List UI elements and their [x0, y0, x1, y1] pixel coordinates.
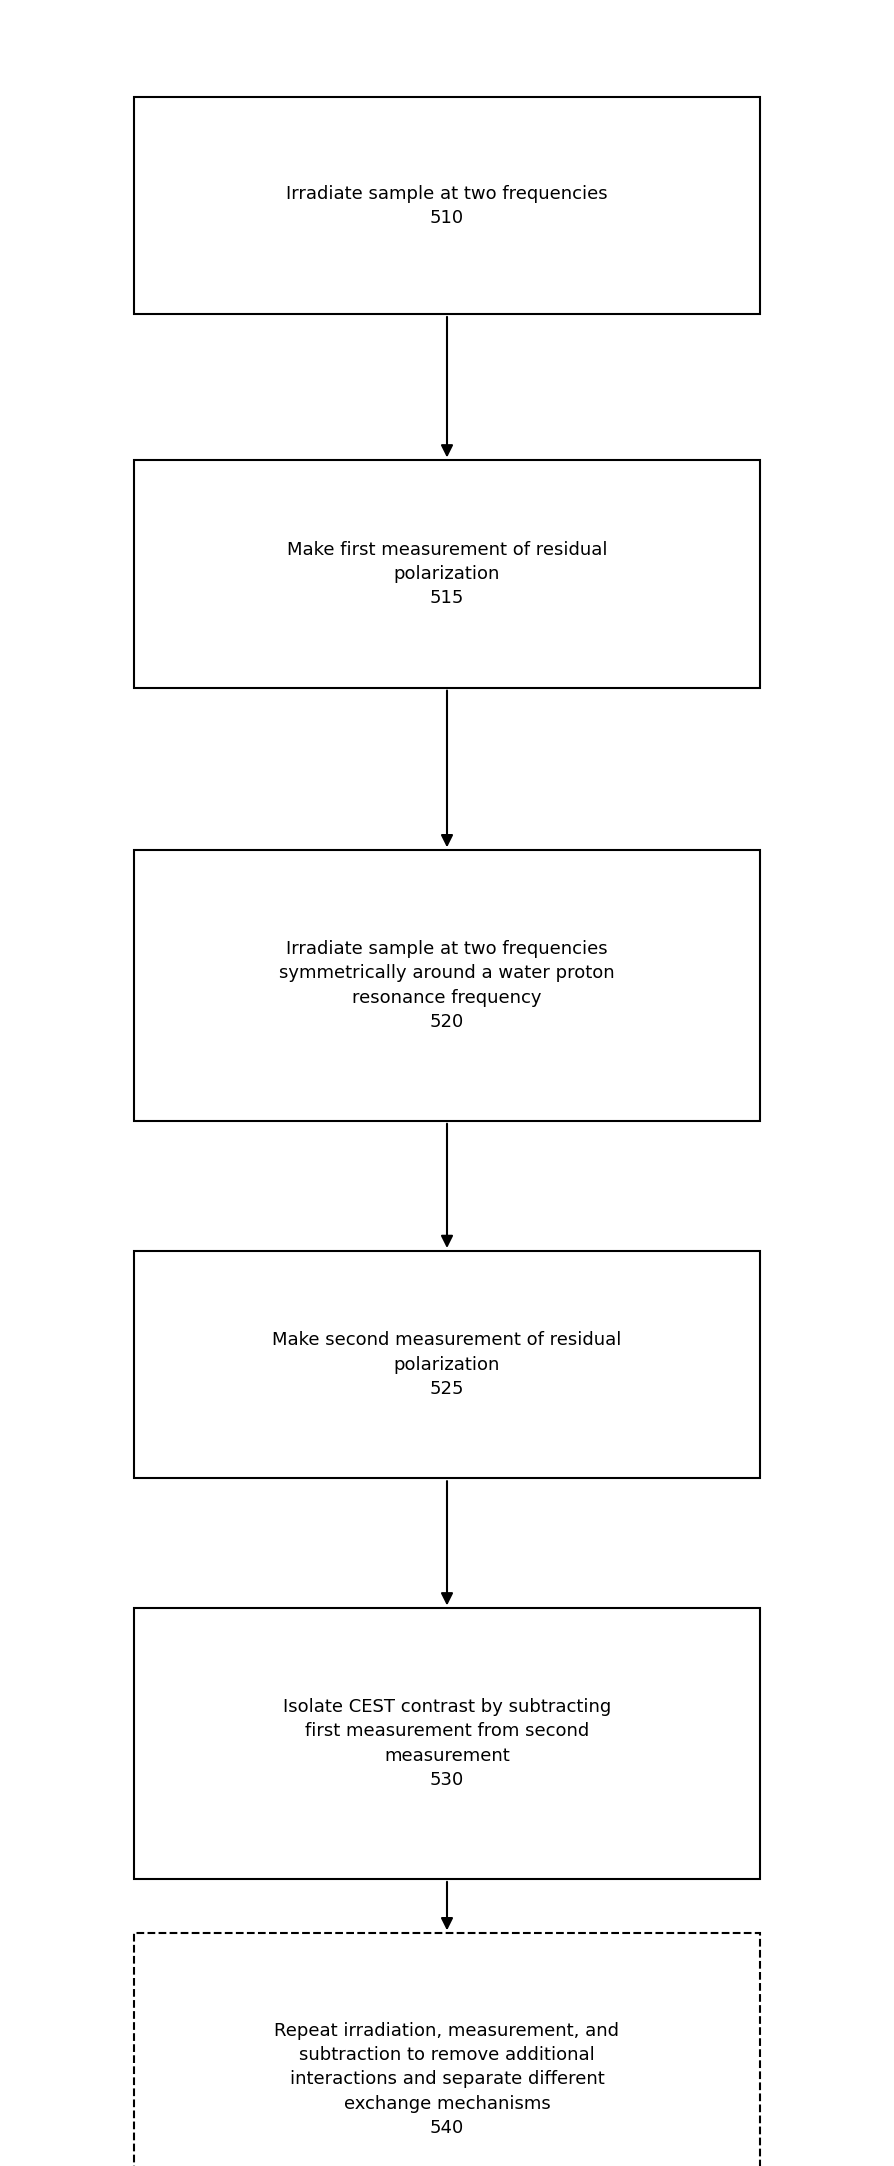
Text: Irradiate sample at two frequencies: Irradiate sample at two frequencies	[286, 184, 608, 204]
Text: Isolate CEST contrast by subtracting: Isolate CEST contrast by subtracting	[283, 1698, 611, 1715]
Text: exchange mechanisms: exchange mechanisms	[343, 2095, 551, 2112]
Text: symmetrically around a water proton: symmetrically around a water proton	[279, 964, 615, 983]
FancyBboxPatch shape	[134, 1252, 760, 1477]
FancyBboxPatch shape	[134, 461, 760, 689]
Text: 515: 515	[430, 589, 464, 606]
Text: subtraction to remove additional: subtraction to remove additional	[299, 2047, 595, 2064]
FancyBboxPatch shape	[134, 1607, 760, 1878]
Text: 510: 510	[430, 208, 464, 227]
Text: Make first measurement of residual: Make first measurement of residual	[287, 542, 607, 559]
Text: 525: 525	[430, 1380, 464, 1397]
Text: polarization: polarization	[394, 1356, 500, 1373]
Text: interactions and separate different: interactions and separate different	[290, 2071, 604, 2088]
Text: Irradiate sample at two frequencies: Irradiate sample at two frequencies	[286, 940, 608, 957]
Text: resonance frequency: resonance frequency	[352, 988, 542, 1007]
Text: 520: 520	[430, 1014, 464, 1031]
FancyBboxPatch shape	[134, 1932, 760, 2166]
Text: 530: 530	[430, 1772, 464, 1789]
Text: first measurement from second: first measurement from second	[305, 1722, 589, 1741]
Text: Make second measurement of residual: Make second measurement of residual	[273, 1332, 621, 1349]
Text: polarization: polarization	[394, 565, 500, 583]
Text: 540: 540	[430, 2118, 464, 2138]
FancyBboxPatch shape	[134, 849, 760, 1122]
FancyBboxPatch shape	[134, 97, 760, 314]
Text: Repeat irradiation, measurement, and: Repeat irradiation, measurement, and	[274, 2021, 620, 2040]
Text: measurement: measurement	[384, 1746, 510, 1765]
